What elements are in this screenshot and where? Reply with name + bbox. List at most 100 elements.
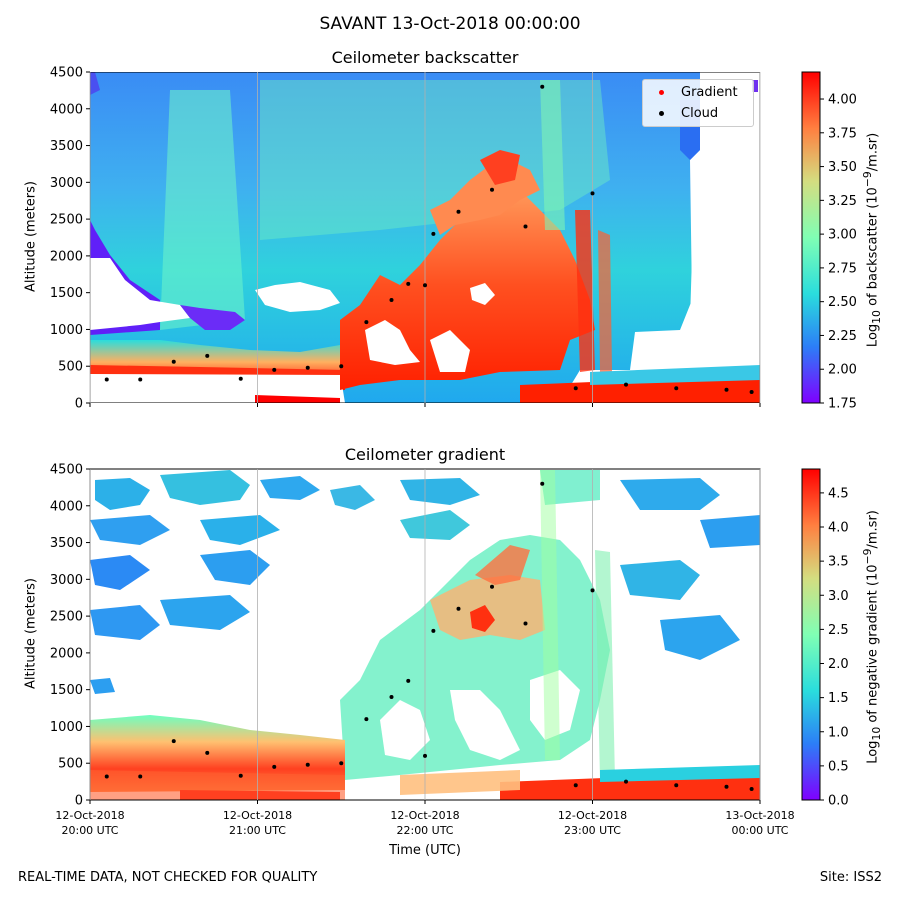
colorbar-tick-label: 3.00: [828, 228, 857, 243]
colorbar-tick-label: 3.0: [828, 589, 849, 604]
xtick-label-time: 22:00 UTC: [396, 824, 453, 837]
ytick-label: 4000: [50, 102, 83, 117]
cloud-point: [389, 298, 394, 303]
cloud-point: [238, 773, 243, 778]
colorbar-tick-label: 0.0: [828, 794, 849, 809]
cloud-points-backscatter: [104, 84, 754, 394]
cloud-point: [364, 320, 369, 325]
cloud-point: [406, 678, 411, 683]
cloud-point: [171, 359, 176, 364]
cloud-point: [674, 386, 679, 391]
cloud-point: [573, 783, 578, 788]
colorbar-tick-label: 2.75: [828, 261, 857, 276]
colorbar-gradient: [801, 468, 821, 801]
ytick-label: 1500: [50, 683, 83, 698]
cloud-point: [490, 187, 494, 192]
legend-label-gradient: Gradient: [681, 84, 738, 100]
cloud-point: [138, 774, 143, 779]
cloud-point: [523, 621, 528, 626]
ytick-label: 0: [75, 397, 83, 412]
colorbar-tick-label: 2.0: [828, 657, 849, 672]
ytick-label: 500: [58, 757, 83, 772]
colorbar-ticks: 1.752.002.252.502.753.003.253.503.754.00…: [820, 93, 857, 809]
colorbar-backscatter: [801, 71, 821, 404]
xtick-label-date: 12-Oct-2018: [558, 809, 627, 822]
colorbar-tick-label: 0.5: [828, 759, 849, 774]
ytick-label: 1500: [50, 286, 83, 301]
ytick-label: 0: [75, 794, 83, 809]
ytick-label: 2000: [50, 249, 83, 264]
cloud-point: [205, 750, 210, 755]
cloud-point: [138, 377, 143, 382]
figure-title: SAVANT 13-Oct-2018 00:00:00: [319, 14, 581, 34]
cloud-points-gradient: [104, 481, 754, 791]
time-gridlines: [89, 72, 761, 800]
legend-marker-cloud: [659, 110, 664, 116]
ytick-label: 2000: [50, 646, 83, 661]
colorbar-tick-label: 2.5: [828, 623, 849, 638]
cloud-point: [540, 481, 545, 486]
ytick-label: 2500: [50, 213, 83, 228]
cloud-point: [590, 191, 595, 196]
cloud-point: [423, 283, 427, 288]
cloud-point: [456, 606, 461, 611]
axes: 0 500 1000 1500 2000 2500 3000 3500 4000 4500 0 500…: [50, 66, 795, 838]
panel-title-gradient: Ceilometer gradient: [344, 445, 506, 464]
ytick-label: 1000: [50, 720, 83, 735]
xtick-label-date: 12-Oct-2018: [55, 809, 124, 822]
ytick-label: 4500: [50, 463, 83, 478]
colorbar-tick-label: 3.75: [828, 126, 857, 141]
xlabel-time: Time (UTC): [389, 843, 461, 858]
cloud-point: [305, 365, 310, 370]
colorbar-tick-label: 1.75: [828, 397, 857, 412]
colorbar-tick-label: 3.50: [828, 160, 857, 175]
ytick-label: 3000: [50, 176, 83, 191]
cloud-point: [238, 376, 243, 381]
cloud-point: [573, 386, 578, 391]
xtick-label-date: 13-Oct-2018: [725, 809, 794, 822]
colorbar-tick-label: 1.5: [828, 691, 849, 706]
colorbar-tick-label: 4.0: [828, 521, 849, 536]
ytick-label: 4500: [50, 66, 83, 81]
cloud-point: [431, 628, 436, 633]
cloud-point: [272, 367, 277, 372]
xtick-label-date: 12-Oct-2018: [223, 809, 292, 822]
cloud-point: [724, 387, 729, 392]
cloud-point: [272, 764, 277, 769]
xtick-label-time: 23:00 UTC: [564, 824, 621, 837]
colorbar-tick-label: 4.5: [828, 486, 849, 501]
colorbar-tick-label: 2.25: [828, 329, 857, 344]
cloud-point: [364, 717, 369, 722]
cloud-point: [205, 353, 210, 358]
cloud-point: [749, 786, 754, 791]
cloud-point: [749, 389, 754, 394]
site-label: Site: ISS2: [819, 870, 882, 885]
colorbar-tick-label: 2.00: [828, 363, 857, 378]
cloud-point: [339, 364, 344, 369]
cloud-point: [590, 588, 595, 593]
cloud-point: [624, 779, 628, 784]
cloud-point: [389, 695, 394, 700]
legend-item-cloud: Cloud: [653, 104, 718, 122]
cloud-point: [523, 224, 528, 229]
xtick-label-time: 21:00 UTC: [229, 824, 286, 837]
ytick-label: 3500: [50, 139, 83, 154]
cloud-point: [674, 783, 679, 788]
colorbar-tick-label: 3.5: [828, 555, 849, 570]
ytick-label: 500: [58, 360, 83, 375]
ytick-label: 3000: [50, 573, 83, 588]
cloud-point: [490, 584, 494, 589]
cloud-point: [104, 377, 109, 382]
xtick-label-date: 12-Oct-2018: [390, 809, 459, 822]
ytick-label: 1000: [50, 323, 83, 338]
legend: Gradient Cloud: [642, 79, 754, 127]
colorbar-tick-label: 2.50: [828, 295, 857, 310]
legend-marker-gradient: [659, 89, 664, 95]
cloud-point: [171, 739, 176, 744]
cloud-point: [339, 761, 344, 766]
cloud-point: [431, 231, 436, 236]
xtick-label-time: 00:00 UTC: [731, 824, 788, 837]
panel-title-backscatter: Ceilometer backscatter: [331, 48, 519, 67]
cloud-point: [406, 281, 411, 286]
